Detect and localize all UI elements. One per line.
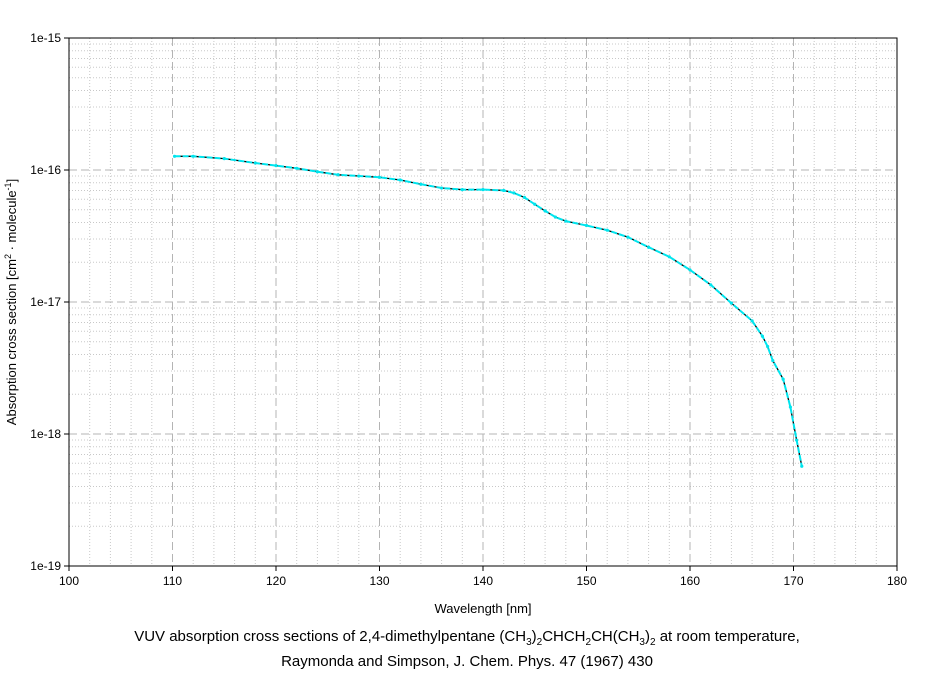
caption-subscript: 3	[526, 637, 532, 648]
y-axis-title-sup2: -1	[3, 182, 13, 190]
data-point	[512, 191, 516, 195]
data-point	[191, 154, 195, 158]
data-point	[795, 438, 799, 442]
data-point	[419, 182, 423, 186]
caption-subscript: 2	[649, 637, 656, 648]
data-point	[788, 405, 792, 409]
data-point	[667, 255, 671, 259]
x-axis: 100 110 120 130 140 150 160 170 180	[59, 566, 907, 588]
data-point	[274, 163, 278, 168]
x-tick-label: 170	[783, 574, 803, 588]
data-series	[172, 154, 804, 468]
data-point	[553, 215, 558, 219]
data-point	[766, 344, 770, 349]
y-axis-title-end: ]	[4, 179, 19, 183]
y-tick-label: 1e-16	[30, 163, 61, 177]
data-point	[460, 188, 464, 192]
x-axis-title: Wavelength [nm]	[434, 601, 531, 616]
data-point	[172, 154, 177, 158]
y-axis-title-main: Absorption cross section [cm	[4, 259, 19, 425]
data-point	[605, 228, 609, 232]
y-axis: 1e-19 1e-18 1e-17 1e-16 1e-15	[30, 31, 69, 573]
chart-caption-line1: VUV absorption cross sections of 2,4-dim…	[0, 628, 934, 648]
caption-text: CH(CH	[591, 628, 640, 645]
caption-text: )	[644, 628, 650, 645]
data-point	[760, 334, 765, 338]
data-point	[781, 377, 785, 381]
data-point	[357, 174, 361, 178]
data-point	[584, 223, 589, 228]
y-tick-label: 1e-17	[30, 295, 61, 309]
caption-text: VUV absorption cross sections of 2,4-dim…	[134, 628, 527, 645]
data-point	[253, 161, 257, 165]
x-tick-label: 100	[59, 574, 79, 588]
data-point	[750, 319, 754, 323]
y-axis-title-sup1: 2	[3, 254, 13, 259]
y-axis-title-mid: · molecule	[4, 190, 19, 254]
data-point	[315, 170, 319, 174]
major-grid	[69, 38, 897, 566]
x-tick-label: 110	[163, 574, 182, 588]
data-point	[336, 173, 340, 177]
caption-text: at room temperature,	[655, 628, 800, 645]
data-point	[522, 195, 527, 200]
x-tick-label: 140	[473, 574, 493, 588]
x-tick-label: 120	[266, 574, 286, 588]
data-point	[295, 166, 299, 170]
data-point	[222, 157, 226, 161]
chart-caption-line2: Raymonda and Simpson, J. Chem. Phys. 47 …	[281, 653, 653, 670]
y-tick-label: 1e-19	[30, 559, 61, 573]
x-tick-label: 130	[369, 574, 389, 588]
x-tick-label: 160	[680, 574, 700, 588]
data-point	[626, 235, 630, 239]
caption-subscript: 2	[536, 637, 543, 648]
x-tick-label: 180	[887, 574, 907, 588]
series-marker-trace	[174, 155, 803, 467]
series-line	[174, 155, 803, 467]
data-point	[800, 464, 804, 468]
y-axis-title: Absorption cross section [cm2 · molecule…	[3, 179, 19, 425]
data-point	[543, 209, 547, 213]
data-point	[377, 175, 382, 179]
caption-subscript: 2	[585, 637, 592, 648]
x-tick-label: 150	[576, 574, 596, 588]
chart: 100 110 120 130 140 150 160 170 180 1e-191e-181e…	[3, 31, 907, 616]
y-tick-label: 1e-18	[30, 427, 61, 441]
data-point	[564, 219, 568, 223]
y-tick-label: 1e-15	[30, 31, 61, 45]
data-point	[729, 301, 734, 305]
data-point	[440, 186, 444, 190]
data-point	[647, 245, 651, 249]
data-point	[771, 358, 775, 363]
caption-subscript: 3	[639, 637, 645, 648]
data-point	[688, 268, 692, 272]
caption-text: CHCH	[542, 628, 586, 645]
data-point	[709, 283, 713, 287]
data-point	[502, 188, 506, 193]
data-point	[481, 188, 485, 192]
data-point	[398, 178, 402, 182]
data-point	[533, 202, 537, 206]
caption-text: )	[531, 628, 537, 645]
